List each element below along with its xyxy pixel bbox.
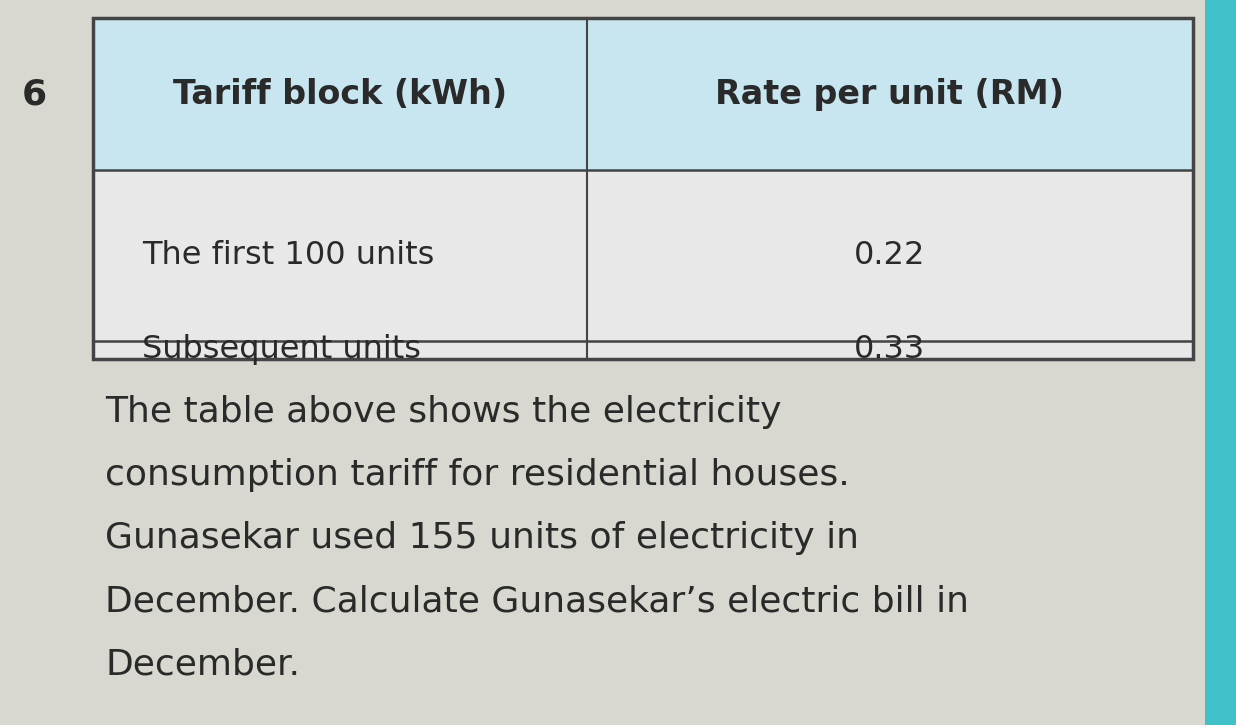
Text: December. Calculate Gunasekar’s electric bill in: December. Calculate Gunasekar’s electric… xyxy=(105,584,969,618)
Text: 0.33: 0.33 xyxy=(854,334,926,365)
Bar xyxy=(93,18,1193,359)
Bar xyxy=(93,18,1193,170)
Text: Gunasekar used 155 units of electricity in: Gunasekar used 155 units of electricity … xyxy=(105,521,859,555)
Text: 0.22: 0.22 xyxy=(854,240,926,271)
Text: Tariff block (kWh): Tariff block (kWh) xyxy=(173,78,507,111)
Text: Subsequent units: Subsequent units xyxy=(142,334,421,365)
Text: Rate per unit (RM): Rate per unit (RM) xyxy=(716,78,1064,111)
Text: The first 100 units: The first 100 units xyxy=(142,240,435,271)
Bar xyxy=(1205,0,1236,725)
Text: The table above shows the electricity: The table above shows the electricity xyxy=(105,395,781,429)
Text: 6: 6 xyxy=(22,78,47,111)
Text: December.: December. xyxy=(105,647,300,682)
Bar xyxy=(93,18,1193,359)
Text: consumption tariff for residential houses.: consumption tariff for residential house… xyxy=(105,458,850,492)
